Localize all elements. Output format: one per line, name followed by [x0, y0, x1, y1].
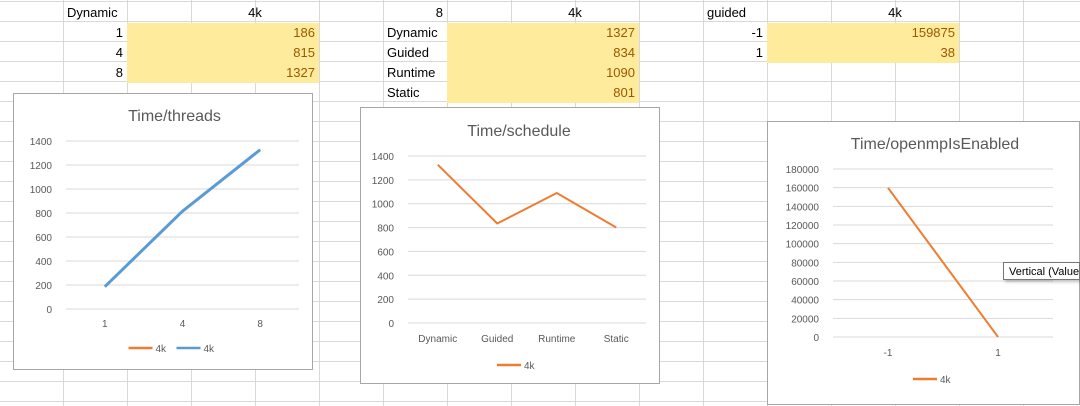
table1-header-label[interactable]: Dynamic: [67, 5, 118, 20]
y-tick-label: 1000: [30, 185, 53, 196]
chart-time-openmp-svg: Time/openmpIsEnabled 0 20000 40000 60000 8000…: [786, 136, 1053, 386]
table2-value-cell[interactable]: 1327: [447, 23, 639, 43]
chart-time-threads[interactable]: Time/threads 0 200 400 600 800 1000 1200 1400 1 4 8…: [13, 93, 313, 370]
table3-header-col[interactable]: 4k: [888, 5, 902, 20]
legend-label: 4k: [524, 361, 536, 372]
y-tick-label: 120000: [786, 221, 820, 232]
y-tick-label: 1200: [30, 161, 53, 172]
chart-title: Time/openmpIsEnabled: [851, 136, 1019, 153]
table2-schedule-cell[interactable]: Runtime: [387, 65, 436, 80]
y-tick-label: 400: [377, 271, 394, 282]
table1-threads-cell[interactable]: 8: [115, 65, 123, 80]
series-line: [103, 148, 262, 288]
legend-label: 4k: [940, 375, 952, 386]
x-tick-label: Dynamic: [418, 334, 457, 345]
y-tick-label: 200: [377, 295, 394, 306]
x-tick-label: -1: [884, 348, 893, 359]
x-tick-label: Static: [604, 334, 629, 345]
x-tick-label: 1: [102, 319, 108, 330]
table2-value-cell[interactable]: 834: [447, 43, 639, 63]
table3-flag-cell[interactable]: 1: [755, 45, 763, 60]
series-line: [437, 163, 617, 229]
y-tick-label: 140000: [786, 202, 820, 213]
y-tick-label: 600: [35, 233, 52, 244]
table1-threads-cell[interactable]: 4: [115, 45, 123, 60]
x-tick-label: 8: [257, 319, 263, 330]
x-tick-label: Runtime: [538, 334, 576, 345]
y-tick-label: 160000: [786, 184, 820, 195]
chart-title: Time/schedule: [467, 123, 571, 140]
x-tick-label: 1: [995, 348, 1001, 359]
table2-value-cell[interactable]: 1090: [447, 63, 639, 83]
y-tick-label: 400: [35, 257, 52, 268]
table3-value-cell[interactable]: 38: [767, 43, 959, 63]
y-tick-label: 800: [35, 209, 52, 220]
series-line: [104, 148, 261, 288]
table2-schedule-cell[interactable]: Guided: [387, 45, 429, 60]
x-tick-label: 4: [180, 319, 186, 330]
table2-header-col[interactable]: 4k: [568, 5, 582, 20]
table1-value-cell[interactable]: 815: [127, 43, 319, 63]
y-tick-label: 100000: [786, 240, 820, 251]
table1-value-cell[interactable]: 1327: [127, 63, 319, 83]
y-tick-label: 1200: [372, 176, 395, 187]
x-tick-label: Guided: [481, 334, 513, 345]
y-tick-label: 60000: [791, 277, 819, 288]
axis-tooltip: Vertical (Value: [1003, 262, 1080, 280]
table2-value-cell[interactable]: 801: [447, 83, 639, 103]
y-tick-label: 1400: [372, 152, 395, 163]
y-tick-label: 200: [35, 281, 52, 292]
table2-header-label[interactable]: 8: [435, 5, 443, 20]
table3-value-cell[interactable]: 159875: [767, 23, 959, 43]
y-tick-label: 1000: [372, 200, 395, 211]
y-tick-label: 80000: [791, 258, 819, 269]
y-tick-label: 600: [377, 247, 394, 258]
y-tick-label: 20000: [791, 314, 819, 325]
table2-schedule-cell[interactable]: Dynamic: [387, 25, 438, 40]
table2-schedule-cell[interactable]: Static: [387, 85, 420, 100]
y-tick-label: 0: [388, 319, 394, 330]
chart-time-schedule[interactable]: Time/schedule 0 200 400 600 800 1000 1200 1400 Dy…: [360, 107, 660, 384]
y-tick-label: 1400: [30, 137, 53, 148]
chart-time-schedule-svg: Time/schedule 0 200 400 600 800 1000 1200 1400 Dy…: [372, 123, 646, 372]
y-tick-label: 0: [813, 333, 819, 344]
chart-time-threads-svg: Time/threads 0 200 400 600 800 1000 1200 1400 1 4 8…: [30, 108, 299, 355]
y-tick-label: 800: [377, 224, 394, 235]
legend-label: 4k: [204, 344, 216, 355]
table1-value-cell[interactable]: 186: [127, 23, 319, 43]
y-tick-label: 0: [46, 305, 52, 316]
series-line: [887, 187, 999, 338]
y-tick-label: 40000: [791, 296, 819, 307]
table1-header-col[interactable]: 4k: [248, 5, 262, 20]
table3-flag-cell[interactable]: -1: [751, 25, 763, 40]
legend-label: 4k: [156, 344, 168, 355]
table3-header-label[interactable]: guided: [707, 5, 747, 20]
y-tick-label: 180000: [786, 165, 820, 176]
table1-threads-cell[interactable]: 1: [115, 25, 123, 40]
chart-title: Time/threads: [128, 108, 221, 125]
